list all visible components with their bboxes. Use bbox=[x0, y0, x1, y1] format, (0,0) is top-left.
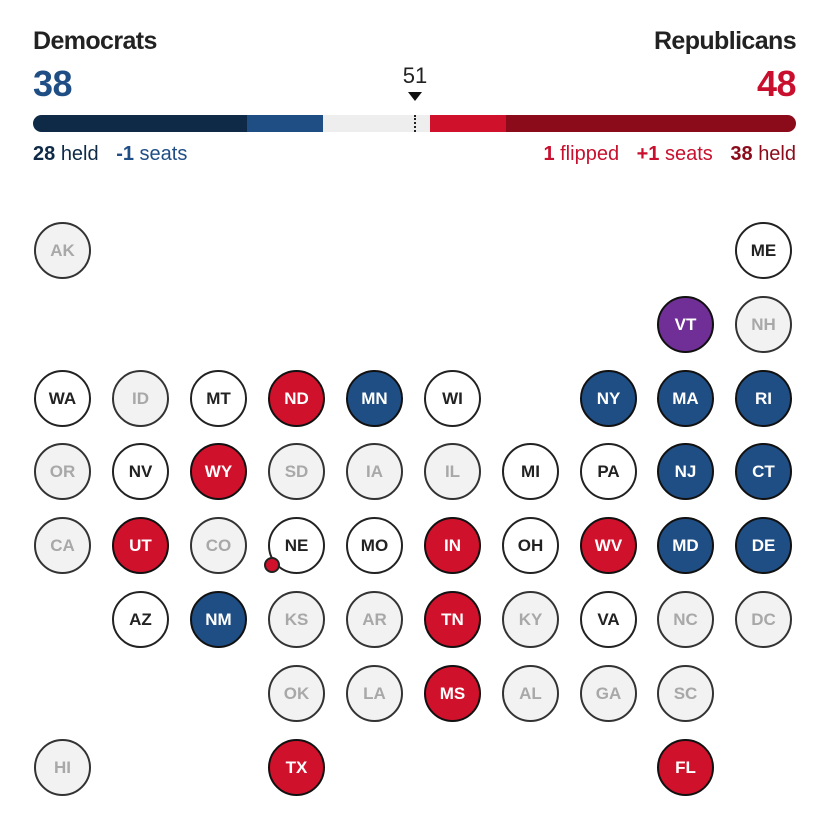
state-tile-il[interactable]: IL bbox=[424, 443, 481, 500]
state-tile-ar[interactable]: AR bbox=[346, 591, 403, 648]
state-tile-mo[interactable]: MO bbox=[346, 517, 403, 574]
seat-bar-segment bbox=[506, 115, 796, 132]
republicans-header: Republicans 48 bbox=[653, 26, 797, 104]
state-tile-mt[interactable]: MT bbox=[190, 370, 247, 427]
democrats-held-number: 28 bbox=[33, 143, 56, 165]
state-tile-ma[interactable]: MA bbox=[657, 370, 714, 427]
state-tile-pa[interactable]: PA bbox=[580, 443, 637, 500]
democrats-change-stat: -1 seats bbox=[116, 143, 187, 166]
state-tile-ga[interactable]: GA bbox=[580, 665, 637, 722]
state-tile-va[interactable]: VA bbox=[580, 591, 637, 648]
state-tile-sd[interactable]: SD bbox=[268, 443, 325, 500]
majority-line bbox=[414, 115, 416, 132]
democrats-seat-total: 38 bbox=[33, 63, 73, 104]
state-tile-ks[interactable]: KS bbox=[268, 591, 325, 648]
republicans-flipped-stat: 1 flipped bbox=[543, 143, 619, 166]
republicans-flipped-number: 1 bbox=[543, 143, 555, 165]
state-tile-ny[interactable]: NY bbox=[580, 370, 637, 427]
state-tile-dc[interactable]: DC bbox=[735, 591, 792, 648]
state-tile-az[interactable]: AZ bbox=[112, 591, 169, 648]
democrats-stats: 28 held -1 seats bbox=[33, 143, 199, 166]
state-tile-md[interactable]: MD bbox=[657, 517, 714, 574]
republicans-label: Republicans bbox=[653, 27, 797, 55]
state-tile-nh[interactable]: NH bbox=[735, 296, 792, 353]
state-tile-co[interactable]: CO bbox=[190, 517, 247, 574]
state-tile-wi[interactable]: WI bbox=[424, 370, 481, 427]
seat-bar-segment bbox=[246, 115, 323, 132]
republicans-change-stat: +1 seats bbox=[637, 143, 713, 166]
state-tile-nc[interactable]: NC bbox=[657, 591, 714, 648]
state-tile-la[interactable]: LA bbox=[346, 665, 403, 722]
republicans-seat-total: 48 bbox=[756, 63, 797, 104]
state-tile-wa[interactable]: WA bbox=[34, 370, 91, 427]
democrats-label: Democrats bbox=[33, 27, 157, 55]
state-tile-ok[interactable]: OK bbox=[268, 665, 325, 722]
democrats-held-stat: 28 held bbox=[33, 143, 99, 166]
state-tile-nm[interactable]: NM bbox=[190, 591, 247, 648]
republicans-held-text: held bbox=[758, 143, 796, 165]
state-tile-mi[interactable]: MI bbox=[502, 443, 559, 500]
democrats-header: Democrats 38 bbox=[33, 26, 157, 104]
nebraska-second-seat-marker bbox=[264, 557, 280, 573]
state-tile-in[interactable]: IN bbox=[424, 517, 481, 574]
state-tile-al[interactable]: AL bbox=[502, 665, 559, 722]
state-tile-wv[interactable]: WV bbox=[580, 517, 637, 574]
majority-label: 51 bbox=[402, 63, 428, 88]
state-tile-tx[interactable]: TX bbox=[268, 739, 325, 796]
state-tile-nv[interactable]: NV bbox=[112, 443, 169, 500]
majority-marker: 51 bbox=[395, 63, 435, 101]
republicans-change-number: +1 bbox=[636, 143, 660, 165]
majority-arrow-icon bbox=[408, 92, 422, 101]
state-tile-de[interactable]: DE bbox=[735, 517, 792, 574]
state-tile-ak[interactable]: AK bbox=[34, 222, 91, 279]
state-tile-vt[interactable]: VT bbox=[657, 296, 714, 353]
state-tile-id[interactable]: ID bbox=[112, 370, 169, 427]
state-tile-wy[interactable]: WY bbox=[190, 443, 247, 500]
state-tile-ia[interactable]: IA bbox=[346, 443, 403, 500]
state-tile-ri[interactable]: RI bbox=[735, 370, 792, 427]
state-tile-hi[interactable]: HI bbox=[34, 739, 91, 796]
republicans-held-stat: 38 held bbox=[730, 143, 796, 166]
republicans-stats: 1 flipped +1 seats 38 held bbox=[531, 143, 796, 166]
state-tile-ca[interactable]: CA bbox=[34, 517, 91, 574]
state-tile-sc[interactable]: SC bbox=[657, 665, 714, 722]
seat-bar-segment bbox=[33, 115, 247, 132]
republicans-flipped-text: flipped bbox=[560, 143, 620, 165]
republicans-change-text: seats bbox=[665, 143, 713, 165]
state-tile-nj[interactable]: NJ bbox=[657, 443, 714, 500]
state-tile-tn[interactable]: TN bbox=[424, 591, 481, 648]
democrats-change-number: -1 bbox=[116, 143, 134, 165]
state-tile-ut[interactable]: UT bbox=[112, 517, 169, 574]
democrats-change-text: seats bbox=[139, 143, 188, 165]
state-tile-oh[interactable]: OH bbox=[502, 517, 559, 574]
state-tile-ms[interactable]: MS bbox=[424, 665, 481, 722]
state-tile-ky[interactable]: KY bbox=[502, 591, 559, 648]
state-tile-nd[interactable]: ND bbox=[268, 370, 325, 427]
seat-bar-segment bbox=[429, 115, 507, 132]
democrats-held-text: held bbox=[60, 143, 99, 165]
republicans-held-number: 38 bbox=[730, 143, 753, 165]
state-tile-or[interactable]: OR bbox=[34, 443, 91, 500]
state-tile-ct[interactable]: CT bbox=[735, 443, 792, 500]
state-tile-mn[interactable]: MN bbox=[346, 370, 403, 427]
state-tile-fl[interactable]: FL bbox=[657, 739, 714, 796]
state-tile-me[interactable]: ME bbox=[735, 222, 792, 279]
